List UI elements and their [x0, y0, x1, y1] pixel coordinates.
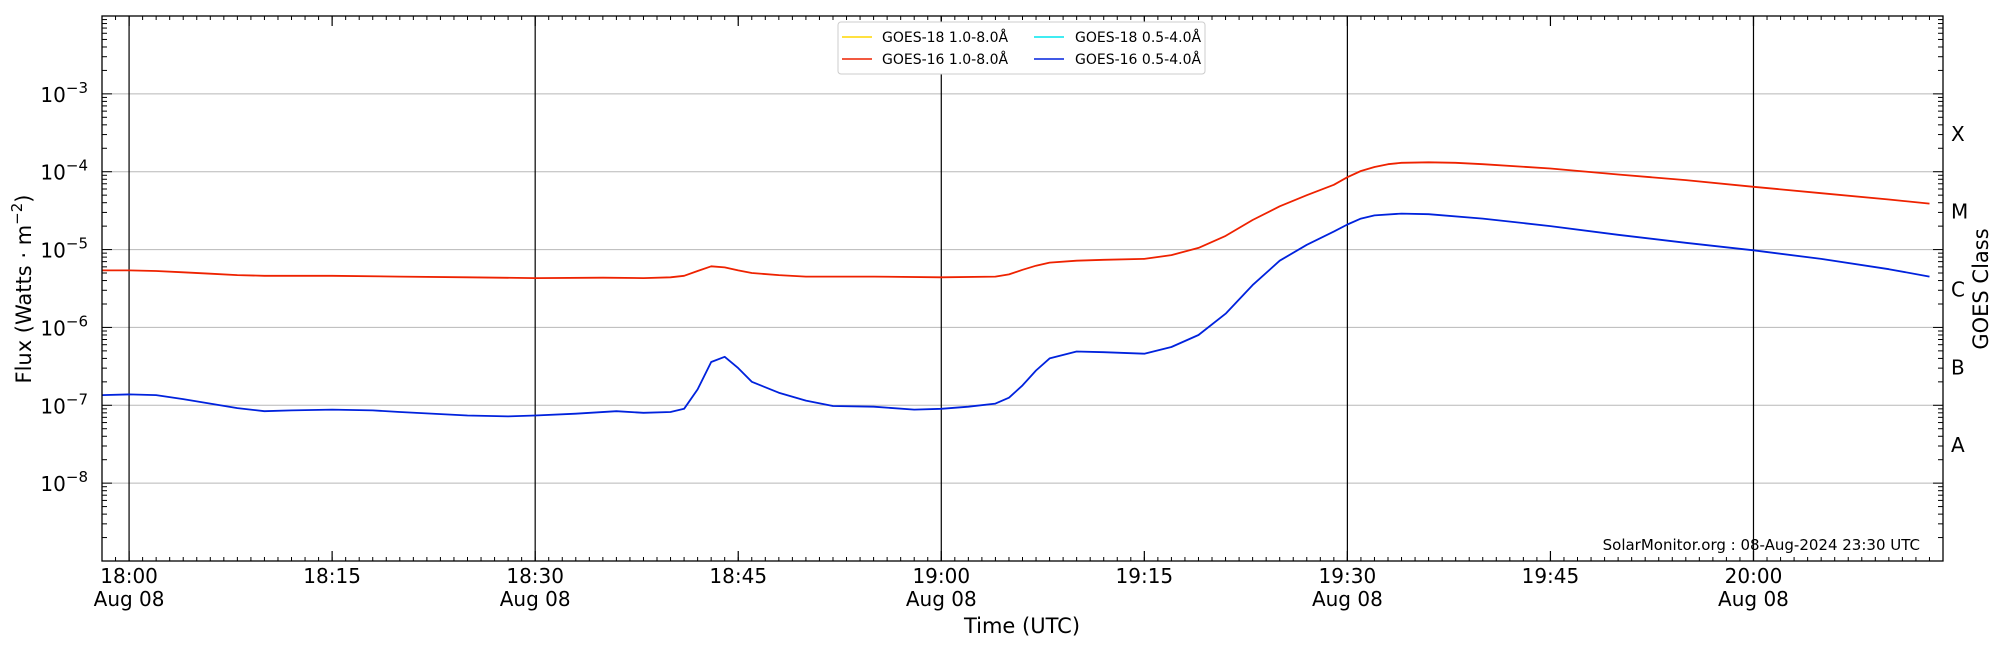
x-tick-date-label: Aug 08 — [94, 587, 165, 611]
series-line — [101, 212, 1930, 418]
y-tick-label: 10−7 — [40, 390, 88, 418]
x-tick-label: 19:00 — [912, 564, 970, 588]
right-axis-title: GOES Class — [1969, 228, 1993, 349]
legend-label-goes18-short: GOES-18 0.5-4.0Å — [1075, 29, 1201, 46]
legend-label-goes16-long: GOES-16 1.0-8.0Å — [882, 51, 1008, 68]
x-tick-label: 19:45 — [1522, 564, 1580, 588]
grid — [102, 93, 1943, 484]
goes-class-label: X — [1951, 122, 1965, 146]
x-tick-date-label: Aug 08 — [1718, 587, 1789, 611]
x-tick-label: 18:30 — [506, 564, 564, 588]
y-tick-labels: 10−8 10−7 10−6 10−5 10−4 10−3 — [40, 79, 88, 496]
y-tick-label: 10−5 — [40, 235, 88, 263]
x-tick-label: 19:15 — [1116, 564, 1174, 588]
time-marker-lines — [128, 16, 1755, 561]
goes-class-label: M — [1951, 200, 1968, 224]
y-tick-label: 10−8 — [40, 468, 88, 496]
x-tick-date-label: Aug 08 — [906, 587, 977, 611]
x-tick-label: 18:15 — [303, 564, 361, 588]
series-line — [102, 161, 1930, 279]
legend-label-goes18-long: GOES-18 1.0-8.0Å — [882, 29, 1008, 46]
goes-class-label: C — [1951, 278, 1965, 302]
x-tick-date-label: Aug 08 — [1312, 587, 1383, 611]
goes-class-label: B — [1951, 355, 1965, 379]
x-axis-title: Time (UTC) — [963, 614, 1080, 638]
x-tick-label: 19:30 — [1319, 564, 1377, 588]
series-lines — [101, 161, 1930, 418]
x-tick-date-label: Aug 08 — [500, 587, 571, 611]
legend-label-goes16-short: GOES-16 0.5-4.0Å — [1075, 51, 1201, 68]
x-tick-label: 18:00 — [100, 564, 158, 588]
y-tick-label: 10−6 — [40, 312, 88, 340]
y-axis-title: Flux (Watts · m−2) — [8, 194, 36, 383]
y-tick-label: 10−3 — [40, 79, 88, 107]
goes-class-labels: A B C M X — [1951, 122, 1968, 457]
x-tick-label: 20:00 — [1725, 564, 1783, 588]
legend-box — [837, 21, 1206, 75]
ticks — [101, 16, 1944, 562]
credit-text: SolarMonitor.org : 08-Aug-2024 23:30 UTC — [1603, 536, 1920, 554]
legend: GOES-18 1.0-8.0Å GOES-18 0.5-4.0Å GOES-1… — [837, 21, 1206, 75]
x-tick-label: 18:45 — [709, 564, 767, 588]
y-tick-label: 10−4 — [40, 157, 88, 185]
goes-class-label: A — [1951, 433, 1965, 457]
